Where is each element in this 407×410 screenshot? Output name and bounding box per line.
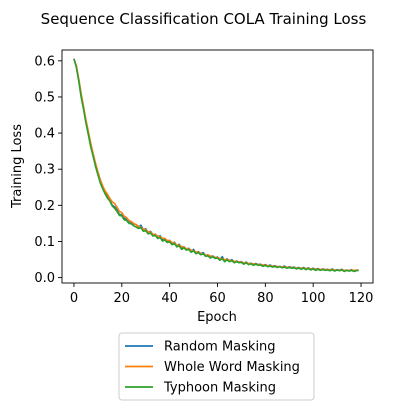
legend: Random Masking Whole Word Masking Typhoon …: [118, 332, 315, 401]
legend-label-1: Whole Word Masking: [164, 360, 300, 375]
y-tick-label: 0.6: [34, 54, 55, 69]
x-tick-label: 120: [349, 291, 374, 306]
y-tick-label: 0.3: [34, 163, 55, 178]
y-tick-label: 0.1: [34, 235, 55, 250]
legend-label-2: Typhoon Masking: [163, 381, 276, 396]
x-tick-label: 60: [209, 291, 226, 306]
chart-title: Sequence Classification COLA Training Lo…: [41, 10, 367, 28]
legend-box: [118, 332, 315, 401]
x-tick-label: 80: [257, 291, 274, 306]
x-tick-label: 0: [70, 291, 78, 306]
series-line-2: [73, 58, 359, 273]
plot-frame: [61, 49, 374, 284]
series-line-0: [73, 58, 359, 272]
y-axis-label: Training Loss: [10, 124, 25, 209]
y-axis: 0.0 0.1 0.2 0.3 0.4 0.5 0.6: [34, 54, 62, 286]
x-tick-label: 100: [301, 291, 326, 306]
x-axis-label: Epoch: [197, 310, 237, 325]
y-tick-label: 0.0: [34, 271, 55, 286]
x-axis: 0 20 40 60 80 100 120: [70, 283, 374, 306]
plot-area: [61, 49, 374, 284]
series-line-1: [73, 59, 359, 272]
y-tick-label: 0.5: [34, 90, 55, 105]
y-tick-label: 0.4: [34, 127, 55, 142]
legend-label-0: Random Masking: [164, 340, 276, 355]
y-tick-label: 0.2: [34, 199, 55, 214]
x-tick-label: 40: [161, 291, 178, 306]
x-tick-label: 20: [114, 291, 131, 306]
